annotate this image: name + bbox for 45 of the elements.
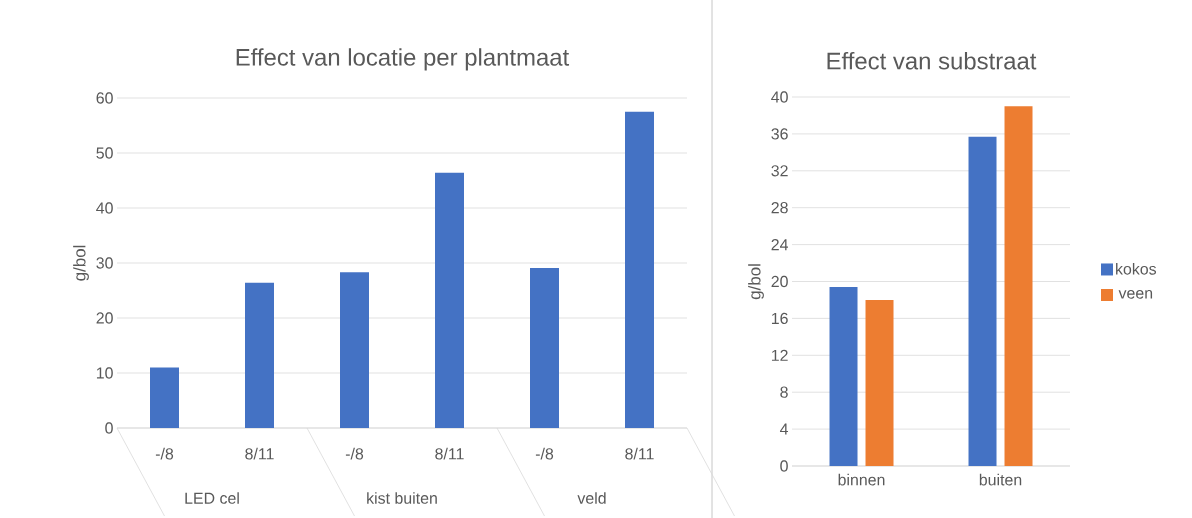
x-tick-label: buiten: [979, 473, 1022, 486]
bar: [245, 282, 274, 428]
x-tick-label: -/8: [535, 447, 554, 460]
x-tick-label: 8/11: [435, 447, 464, 460]
y-axis-title: g/bol: [73, 245, 89, 281]
bar: [1004, 106, 1033, 466]
y-tick-label: 32: [771, 165, 788, 177]
y-tick-label: 10: [96, 367, 113, 379]
y-tick-label: 12: [771, 349, 788, 361]
y-tick-label: 0: [780, 460, 788, 472]
x-tick-label: binnen: [838, 473, 885, 486]
y-tick-label: 60: [96, 92, 113, 104]
y-tick-label: 20: [96, 312, 113, 324]
bar: [340, 272, 369, 428]
text: veld: [577, 492, 606, 504]
legend-label: veen: [1118, 289, 1153, 299]
text: kist buiten: [367, 492, 437, 504]
bar: [968, 136, 997, 466]
bar: [435, 172, 464, 428]
y-tick-label: 28: [771, 202, 788, 214]
legend-label: kokos: [1116, 262, 1157, 275]
y-tick-label: 30: [96, 257, 113, 269]
y-axis-title: g/bol: [748, 264, 764, 300]
chart-title: Effect van locatie per plantmaat: [236, 48, 570, 71]
x-tick-label: -/8: [155, 447, 174, 460]
chart-title: Effect van substraat: [827, 51, 1037, 70]
bar: [150, 367, 179, 428]
y-tick-label: 4: [779, 423, 789, 435]
x-tick-label: 8/11: [245, 447, 274, 460]
y-tick-label: 40: [96, 202, 113, 214]
bar: [625, 111, 654, 428]
y-tick-label: 24: [771, 239, 789, 251]
y-tick-label: 0: [105, 422, 113, 434]
y-tick-label: 50: [96, 147, 113, 159]
y-tick-label: 8: [780, 386, 788, 398]
y-tick-label: 40: [771, 91, 788, 103]
bar: [865, 299, 894, 466]
text: LED cel: [185, 492, 239, 504]
y-tick-label: 36: [771, 128, 788, 140]
bar: [829, 287, 858, 466]
x-tick-label: -/8: [345, 447, 364, 460]
y-tick-label: 16: [771, 312, 788, 325]
bar: [530, 267, 559, 428]
x-tick-label: 8/11: [625, 447, 654, 460]
y-tick-label: 20: [771, 275, 788, 288]
